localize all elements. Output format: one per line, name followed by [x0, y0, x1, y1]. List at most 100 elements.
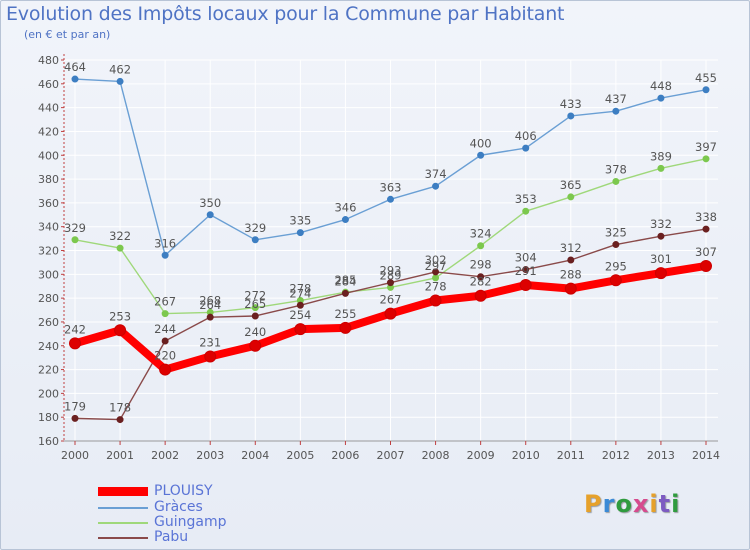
- y-tick-label: 360: [38, 197, 59, 210]
- y-tick-label: 380: [38, 173, 59, 186]
- data-point-pabu: [657, 232, 665, 240]
- y-tick-label: 260: [38, 316, 59, 329]
- x-tick-label: 2010: [512, 449, 540, 462]
- data-point-plouisy: [654, 267, 667, 280]
- data-label-pabu: 284: [334, 274, 356, 288]
- data-label-grces: 433: [560, 97, 582, 111]
- data-point-plouisy: [700, 259, 712, 272]
- data-label-plouisy: 301: [650, 252, 672, 266]
- x-tick-label: 2013: [647, 449, 675, 462]
- logo-letter: o: [615, 490, 633, 518]
- data-point-plouisy: [609, 274, 622, 287]
- data-label-grces: 437: [605, 92, 627, 106]
- x-tick-label: 2003: [196, 449, 224, 462]
- y-tick-label: 280: [38, 292, 59, 305]
- data-point-pabu: [387, 279, 394, 287]
- data-point-grces: [251, 236, 259, 244]
- data-label-pabu: 293: [380, 264, 402, 278]
- data-label-pabu: 264: [199, 298, 221, 312]
- data-label-guingamp: 285: [334, 273, 356, 287]
- data-point-pabu: [116, 416, 124, 424]
- legend-label-pabu: Pabu: [154, 529, 189, 545]
- data-point-pabu: [567, 256, 575, 264]
- data-point-guingamp: [702, 155, 710, 163]
- data-point-plouisy: [114, 324, 127, 337]
- data-label-plouisy: 295: [605, 259, 627, 273]
- data-point-pabu: [522, 266, 530, 274]
- data-point-pabu: [341, 289, 349, 297]
- data-label-pabu: 312: [560, 241, 582, 255]
- y-tick-label: 220: [38, 364, 59, 377]
- logo-letter: r: [602, 490, 616, 518]
- data-point-grces: [341, 216, 349, 224]
- data-label-plouisy: 231: [199, 335, 221, 349]
- data-point-guingamp: [477, 242, 485, 250]
- y-tick-label: 480: [38, 54, 59, 67]
- data-point-guingamp: [612, 177, 620, 185]
- logo-letter: i: [671, 490, 681, 518]
- y-tick-label: 180: [38, 411, 59, 424]
- data-label-pabu: 298: [470, 258, 492, 272]
- data-label-pabu: 304: [515, 251, 537, 265]
- data-label-guingamp: 378: [605, 162, 627, 176]
- data-label-grces: 329: [244, 221, 266, 235]
- data-point-pabu: [702, 225, 710, 233]
- data-label-pabu: 265: [244, 297, 266, 311]
- data-label-pabu: 338: [695, 210, 717, 224]
- data-label-grces: 464: [64, 60, 86, 74]
- data-point-pabu: [432, 268, 440, 276]
- data-label-plouisy: 242: [64, 322, 86, 336]
- logo-letter: t: [658, 490, 672, 518]
- data-label-plouisy: 307: [695, 245, 717, 259]
- data-label-guingamp: 353: [515, 192, 537, 206]
- logo-letter: x: [632, 490, 650, 518]
- data-point-pabu: [251, 312, 259, 320]
- data-label-guingamp: 267: [154, 295, 176, 309]
- data-point-pabu: [612, 241, 620, 249]
- x-tick-label: 2011: [557, 449, 585, 462]
- data-point-guingamp: [161, 310, 169, 318]
- data-point-plouisy: [204, 350, 217, 363]
- data-label-guingamp: 268: [199, 293, 221, 307]
- data-point-grces: [522, 144, 530, 152]
- data-point-grces: [116, 77, 124, 85]
- data-point-plouisy: [69, 337, 81, 350]
- data-point-plouisy: [564, 282, 577, 295]
- data-label-pabu: 325: [605, 226, 627, 240]
- data-label-plouisy: 254: [289, 308, 311, 322]
- x-tick-label: 2008: [422, 449, 450, 462]
- data-label-guingamp: 329: [64, 221, 86, 235]
- x-tick-label: 2006: [331, 449, 359, 462]
- data-point-guingamp: [567, 193, 575, 201]
- legend-swatch-plouisy: [98, 487, 148, 496]
- y-tick-label: 340: [38, 221, 59, 234]
- data-point-guingamp: [116, 244, 124, 252]
- y-tick-label: 200: [38, 387, 59, 400]
- data-label-plouisy: 278: [425, 280, 447, 294]
- y-tick-label: 300: [38, 268, 59, 281]
- data-label-guingamp: 397: [695, 140, 717, 154]
- data-point-grces: [71, 75, 79, 83]
- legend-item-guingamp: Guingamp: [98, 514, 298, 530]
- data-point-plouisy: [474, 289, 487, 302]
- data-label-grces: 363: [380, 180, 402, 194]
- data-label-plouisy: 288: [560, 268, 582, 282]
- series-group: [69, 75, 712, 424]
- legend-swatch-guingamp: [98, 522, 148, 524]
- data-label-grces: 350: [199, 196, 221, 210]
- x-tick-label: 2009: [467, 449, 495, 462]
- data-label-plouisy: 282: [470, 275, 492, 289]
- data-label-grces: 346: [334, 201, 356, 215]
- data-label-grces: 406: [515, 129, 537, 143]
- data-point-grces: [567, 112, 575, 120]
- data-label-plouisy: 253: [109, 309, 131, 323]
- y-tick-label: 160: [38, 435, 59, 448]
- data-label-plouisy: 291: [515, 264, 537, 278]
- x-tick-label: 2001: [106, 449, 134, 462]
- legend-label-guingamp: Guingamp: [154, 514, 227, 530]
- proxiti-logo: Proxiti: [584, 490, 680, 518]
- data-label-guingamp: 322: [109, 229, 131, 243]
- y-tick-label: 320: [38, 245, 59, 258]
- legend-swatch-pabu: [98, 537, 148, 539]
- y-tick-label: 460: [38, 78, 59, 91]
